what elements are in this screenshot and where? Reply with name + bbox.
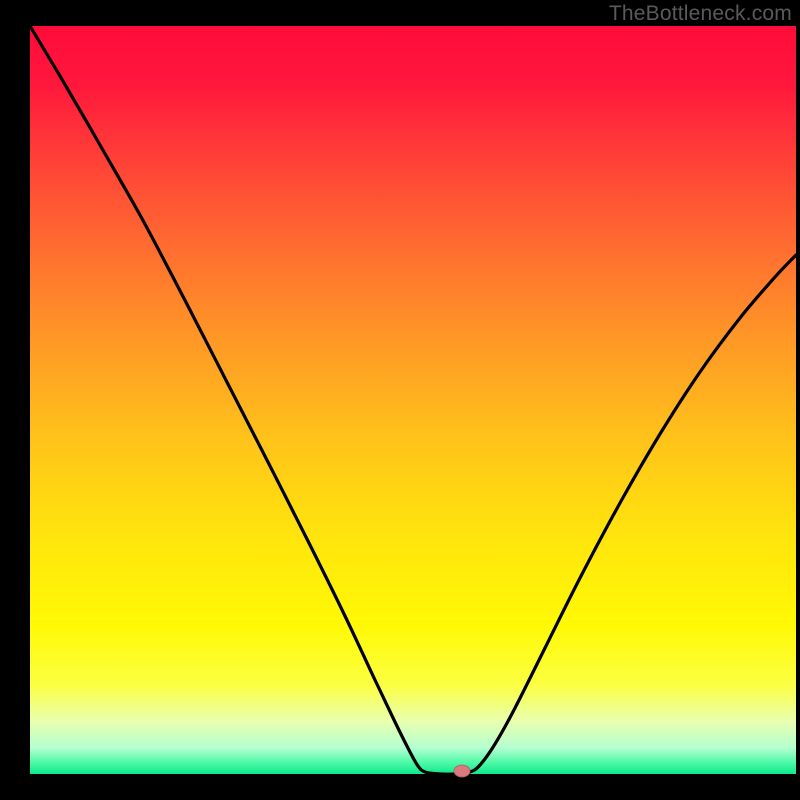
chart-container: TheBottleneck.com <box>0 0 800 800</box>
optimal-point-marker <box>454 765 470 777</box>
watermark-text: TheBottleneck.com <box>609 2 792 26</box>
bottleneck-chart <box>0 0 800 800</box>
